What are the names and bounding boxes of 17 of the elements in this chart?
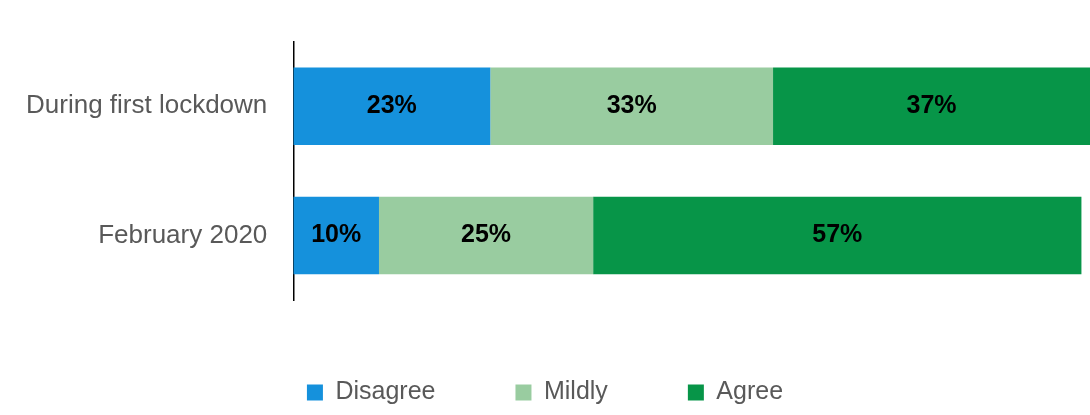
data-label: 10% xyxy=(311,219,362,248)
legend-label: Disagree xyxy=(335,376,436,405)
bar xyxy=(593,196,1082,275)
data-label: 23% xyxy=(366,90,417,119)
bar xyxy=(293,196,379,275)
bar xyxy=(378,196,594,275)
bar xyxy=(293,67,491,145)
legend-label: Mildly xyxy=(543,376,609,405)
data-label: 57% xyxy=(812,219,863,248)
bar xyxy=(490,67,774,145)
y-tick-label: During first lockdown xyxy=(26,89,268,120)
bar xyxy=(773,67,1090,145)
data-label: 33% xyxy=(606,90,657,119)
data-label: 25% xyxy=(461,219,512,248)
legend-label: Agree xyxy=(716,376,784,405)
data-label: 37% xyxy=(906,90,957,119)
y-tick-label: February 2020 xyxy=(98,218,268,249)
